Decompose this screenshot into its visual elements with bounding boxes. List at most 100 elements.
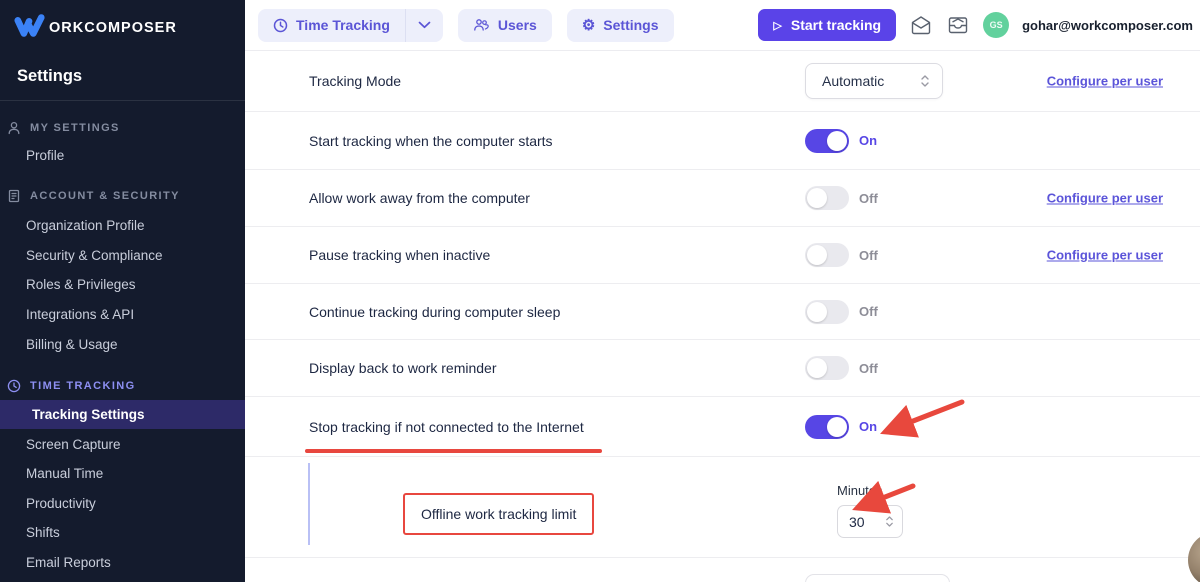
sidebar-item-security-compliance[interactable]: Security & Compliance [26, 248, 163, 263]
reminder-toggle[interactable] [805, 356, 849, 380]
setting-label: Stop tracking if not connected to the In… [309, 418, 584, 435]
clock-icon [7, 379, 21, 393]
setting-label: Allow work away from the computer [309, 190, 530, 206]
time-tracking-nav-main[interactable]: Time Tracking [258, 9, 405, 42]
setting-label: Display back to work reminder [309, 360, 497, 376]
sleep-tracking-toggle[interactable] [805, 299, 849, 324]
logo-text: ORKCOMPOSER [49, 20, 177, 36]
pill-divider [404, 8, 406, 42]
setting-label: Continue tracking during computer sleep [309, 303, 561, 320]
stop-offline-toggle[interactable] [805, 414, 849, 439]
minutes-stepper[interactable]: 30 [837, 505, 903, 538]
gear-icon: ⚙ [581, 16, 596, 34]
settings-nav-button[interactable]: ⚙ Settings [566, 8, 674, 42]
users-nav-label: Users [497, 17, 537, 33]
open-envelope-icon [911, 16, 931, 35]
toggle-knob [827, 416, 847, 437]
topbar-right: ▷ Start tracking GS gohar@workcomposer.c… [758, 9, 1200, 41]
minutes-group: Minutes 30 [837, 483, 903, 538]
work-away-toggle[interactable] [805, 186, 849, 210]
sidebar-item-integrations-api[interactable]: Integrations & API [26, 307, 135, 322]
minutes-label: Minutes [837, 483, 883, 498]
play-icon: ▷ [773, 19, 782, 32]
users-nav-button[interactable]: Users [457, 8, 552, 42]
setting-label: Offline work tracking limit [421, 506, 577, 522]
section-label: MY SETTINGS [30, 122, 120, 134]
toggle-state-label: Off [859, 360, 878, 376]
sidebar-item-label: Tracking Settings [32, 407, 145, 422]
setting-label: Pause tracking when inactive [309, 247, 491, 263]
chevron-down-icon [418, 21, 431, 29]
toggle-state-label: On [859, 419, 878, 434]
start-tracking-label: Start tracking [790, 17, 882, 33]
sidebar-item-billing-usage[interactable]: Billing & Usage [26, 337, 118, 352]
red-underline-annotation [305, 449, 602, 453]
users-icon [474, 19, 489, 31]
avatar[interactable]: GS [983, 12, 1010, 38]
sidebar-item-tracking-settings[interactable]: Tracking Settings [0, 400, 245, 429]
workcomposer-logo[interactable]: ORKCOMPOSER [14, 12, 177, 44]
section-my-settings: MY SETTINGS [7, 121, 120, 135]
sidebar: ORKCOMPOSER Settings MY SETTINGS Profile… [0, 0, 245, 582]
avatar-initials: GS [989, 20, 1003, 30]
toggle-knob [807, 301, 827, 322]
building-icon [8, 189, 20, 203]
offline-limit-label-redbox: Offline work tracking limit [403, 493, 595, 535]
time-tracking-dropdown-toggle[interactable] [406, 9, 443, 42]
toggle-state-label: Off [859, 304, 878, 319]
settings-nav-label: Settings [603, 17, 659, 33]
configure-per-user-link[interactable]: Configure per user [1046, 190, 1163, 206]
start-tracking-button[interactable]: ▷ Start tracking [758, 9, 897, 41]
sidebar-item-email-reports[interactable]: Email Reports [26, 555, 111, 570]
row-stop-offline: Stop tracking if not connected to the In… [245, 397, 1200, 457]
logo-w-icon [14, 12, 46, 44]
row-sleep-tracking: Continue tracking during computer sleep … [245, 284, 1200, 340]
offline-limit-subsection: Offline work tracking limit Minutes 30 [308, 463, 1200, 545]
sidebar-item-shifts[interactable]: Shifts [26, 525, 60, 540]
tracking-settings-panel: Tracking Mode Automatic Configure per us… [245, 51, 1200, 582]
topbar-nav: Time Tracking Users ⚙ [258, 8, 674, 42]
inbox-button[interactable] [946, 14, 970, 36]
sidebar-item-roles-privileges[interactable]: Roles & Privileges [26, 277, 136, 292]
sidebar-item-screen-capture[interactable]: Screen Capture [26, 437, 121, 452]
toggle-knob [807, 245, 827, 265]
clock-icon [273, 18, 288, 32]
row-offline-limit: Offline work tracking limit Minutes 30 [245, 457, 1200, 558]
sidebar-divider [0, 100, 245, 101]
select-chevrons-icon [921, 75, 929, 87]
configure-per-user-link[interactable]: Configure per user [1046, 247, 1163, 263]
tracking-mode-value: Automatic [822, 73, 885, 89]
section-time-tracking: TIME TRACKING [7, 379, 136, 393]
partial-select[interactable] [805, 574, 950, 582]
sidebar-item-productivity[interactable]: Productivity [26, 496, 96, 511]
time-tracking-nav-label: Time Tracking [296, 17, 390, 33]
user-email: gohar@workcomposer.com [1022, 17, 1193, 33]
mail-button[interactable] [909, 14, 933, 36]
row-work-away: Allow work away from the computer Off Co… [245, 170, 1200, 227]
inbox-tray-icon [948, 17, 968, 34]
sidebar-item-manual-time[interactable]: Manual Time [26, 466, 104, 481]
person-icon [8, 121, 20, 135]
toggle-state-label: Off [859, 190, 878, 206]
setting-label: Start tracking when the computer starts [309, 132, 553, 149]
tracking-mode-select[interactable]: Automatic [805, 63, 943, 99]
start-on-boot-toggle[interactable] [805, 128, 849, 153]
stepper-chevrons-icon [886, 516, 893, 527]
row-start-on-boot: Start tracking when the computer starts … [245, 112, 1200, 170]
configure-per-user-link[interactable]: Configure per user [1046, 73, 1163, 89]
row-partial-next [245, 558, 1200, 582]
setting-label: Tracking Mode [309, 73, 402, 89]
toggle-knob [807, 188, 827, 208]
section-label: TIME TRACKING [30, 380, 136, 392]
time-tracking-nav-button: Time Tracking [258, 8, 443, 42]
toggle-knob [807, 358, 827, 378]
row-back-to-work-reminder: Display back to work reminder Off [245, 340, 1200, 397]
minutes-value: 30 [849, 513, 865, 530]
pause-inactive-toggle[interactable] [805, 243, 849, 267]
section-label: ACCOUNT & SECURITY [30, 190, 180, 202]
row-pause-inactive: Pause tracking when inactive Off Configu… [245, 227, 1200, 284]
toggle-state-label: On [859, 133, 878, 148]
sidebar-item-organization-profile[interactable]: Organization Profile [26, 218, 145, 233]
sidebar-item-profile[interactable]: Profile [26, 148, 65, 163]
section-account-security: ACCOUNT & SECURITY [7, 189, 180, 203]
